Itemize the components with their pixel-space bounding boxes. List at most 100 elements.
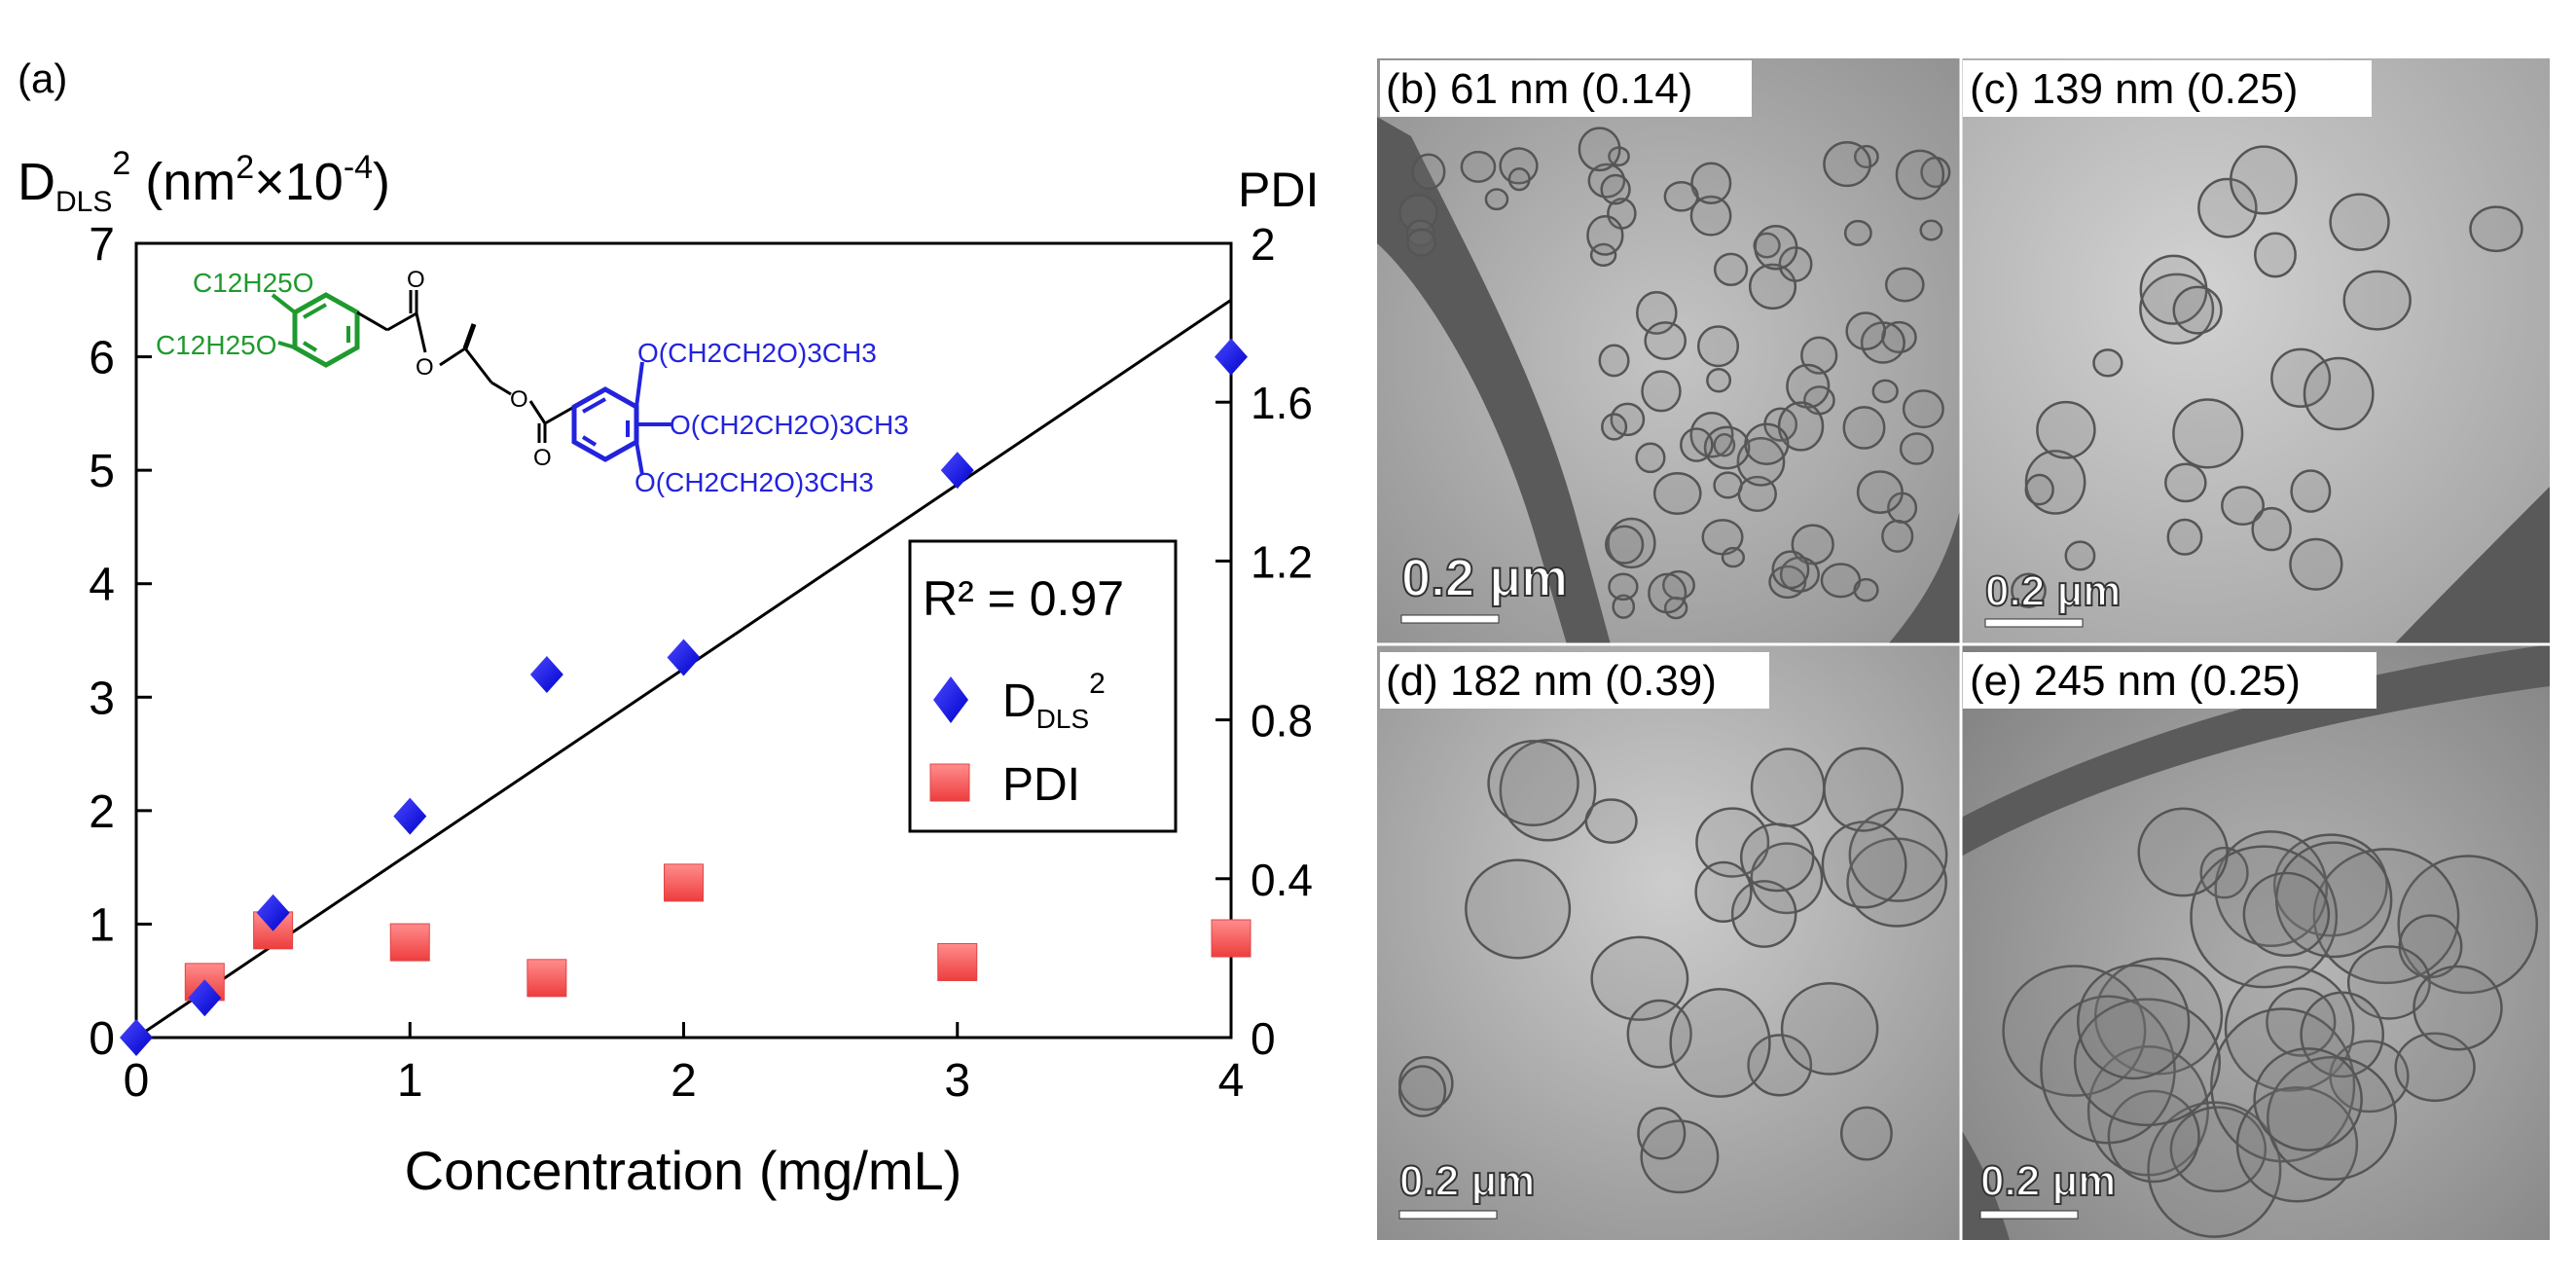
blue-sub-bond-3 bbox=[635, 441, 644, 476]
tem-b-grid-bar-2 bbox=[1888, 506, 1961, 644]
tem-e-label-bg bbox=[1963, 652, 2376, 709]
vesicle bbox=[1842, 406, 1886, 450]
y-left-tick-label: 2 bbox=[89, 786, 115, 838]
y-left-tick-label: 4 bbox=[89, 560, 115, 611]
x-tick-label: 3 bbox=[944, 1055, 970, 1107]
vesicle bbox=[1608, 572, 1639, 602]
vesicle bbox=[1839, 1106, 1893, 1161]
pdi-point bbox=[937, 942, 978, 981]
chain-bond-2 bbox=[463, 347, 493, 383]
y-left-tick-label: 1 bbox=[89, 899, 115, 951]
chain-bond-1 bbox=[439, 347, 466, 367]
vesicle bbox=[1899, 432, 1935, 465]
x-tick-label: 1 bbox=[397, 1055, 423, 1107]
vesicle bbox=[1713, 471, 1743, 499]
tem-b-scale-label: 0.2 μm bbox=[1401, 549, 1568, 607]
y-axis-right-label: PDI bbox=[1238, 163, 1319, 217]
vesicle bbox=[1584, 798, 1638, 844]
vesicle bbox=[1587, 163, 1626, 199]
tem-b-grid-bar bbox=[1377, 117, 1611, 644]
dls-point bbox=[393, 797, 427, 835]
vesicle bbox=[1640, 1119, 1720, 1194]
vesicle bbox=[1780, 981, 1879, 1076]
x-ticks: 0 1 2 3 4 bbox=[124, 1022, 1245, 1107]
vesicle bbox=[1845, 311, 1886, 350]
vesicle bbox=[1405, 219, 1436, 247]
vesicle bbox=[1871, 379, 1899, 404]
vesicle bbox=[1635, 442, 1666, 474]
vesicle bbox=[2251, 506, 2292, 552]
vesicle bbox=[1507, 166, 1531, 192]
blue-ring-inner-1 bbox=[582, 397, 606, 414]
vesicle bbox=[2397, 855, 2539, 995]
vesicle bbox=[1786, 363, 1831, 409]
vesicle bbox=[2289, 537, 2343, 591]
dls-series bbox=[120, 338, 1248, 1056]
green-o-bond-top bbox=[271, 293, 297, 314]
vesicle bbox=[2221, 486, 2265, 526]
legend-pdi-label: PDI bbox=[1002, 759, 1080, 811]
vesicle bbox=[2172, 285, 2223, 335]
tem-e-scale-label: 0.2 μm bbox=[1980, 1157, 2116, 1205]
vesicle bbox=[2137, 807, 2229, 897]
legend-dls-label: DDLS2 bbox=[1002, 668, 1106, 734]
vesicle bbox=[1703, 425, 1751, 470]
vesicle bbox=[1652, 472, 1702, 515]
ester1-carbonyl-o: O bbox=[407, 267, 425, 293]
vesicle bbox=[2253, 1047, 2363, 1151]
vesicle bbox=[2290, 469, 2332, 513]
pdi-point bbox=[1211, 919, 1252, 958]
y-right-ticks: 0 0.4 0.8 1.2 1.6 2 bbox=[1215, 219, 1313, 1064]
pdi-point bbox=[664, 863, 704, 902]
y-left-tick-label: 7 bbox=[89, 219, 115, 271]
vesicle bbox=[2210, 1007, 2356, 1163]
tem-b-label: (b) 61 nm (0.14) bbox=[1386, 65, 1692, 113]
vesicle bbox=[1856, 470, 1904, 515]
x-tick-label: 4 bbox=[1218, 1055, 1245, 1107]
dls-point bbox=[940, 452, 974, 490]
vesicle bbox=[1696, 325, 1740, 368]
vesicle bbox=[1648, 572, 1687, 614]
y-right-tick-label: 1.2 bbox=[1251, 536, 1313, 587]
vesicle bbox=[2169, 1106, 2268, 1193]
vesicle bbox=[2092, 348, 2123, 378]
green-substituent-top: C12H25O bbox=[193, 268, 314, 298]
y-left-ticks: 0 1 2 3 4 5 6 7 bbox=[89, 219, 152, 1065]
chemical-structure: O O O O C12H25O C12H25O O(CH2CH2O)3CH3 O… bbox=[156, 267, 909, 497]
dls-point bbox=[667, 638, 701, 676]
vesicle bbox=[2139, 273, 2215, 345]
legend: R² = 0.97 DDLS2 PDI bbox=[908, 539, 1178, 833]
vesicle bbox=[1669, 988, 1771, 1098]
dls-point bbox=[120, 1019, 153, 1056]
vesicle bbox=[2002, 965, 2147, 1097]
tem-c-label-bg bbox=[1963, 60, 2372, 117]
vesicle bbox=[2242, 871, 2331, 958]
vesicle bbox=[1823, 141, 1871, 188]
vesicle bbox=[1689, 195, 1732, 237]
vesicle bbox=[1600, 173, 1631, 205]
tem-c-scale-bar bbox=[1984, 618, 2084, 628]
vesicle bbox=[1713, 432, 1736, 457]
vesicle bbox=[1680, 427, 1714, 462]
vesicle bbox=[1902, 389, 1944, 429]
y-axis-left-label: DDLS2 (nm2×10-4) bbox=[18, 145, 390, 218]
y-left-tick-label: 3 bbox=[89, 673, 115, 724]
vesicle bbox=[1411, 153, 1446, 191]
vesicle bbox=[1779, 556, 1820, 593]
vesicle bbox=[1487, 740, 1579, 827]
vesicle bbox=[2036, 400, 2096, 459]
y-left-unit-exp: -4 bbox=[344, 149, 373, 186]
tem-c-scale-label: 0.2 μm bbox=[1985, 567, 2121, 615]
tem-panel-e: (e) 245 nm (0.25) 0.2 μm bbox=[1961, 644, 2550, 1240]
vesicle bbox=[2064, 540, 2096, 571]
vesicle bbox=[1644, 321, 1687, 361]
dls-point bbox=[256, 894, 290, 931]
vesicle bbox=[1823, 747, 1905, 832]
vesicle bbox=[2024, 450, 2086, 515]
vesicle bbox=[2166, 518, 2203, 556]
vesicle bbox=[1744, 422, 1790, 465]
legend-square-marker bbox=[929, 763, 970, 802]
pdi-point bbox=[389, 923, 430, 962]
tem-d-label-bg bbox=[1380, 652, 1769, 709]
vesicle bbox=[1397, 1065, 1447, 1117]
